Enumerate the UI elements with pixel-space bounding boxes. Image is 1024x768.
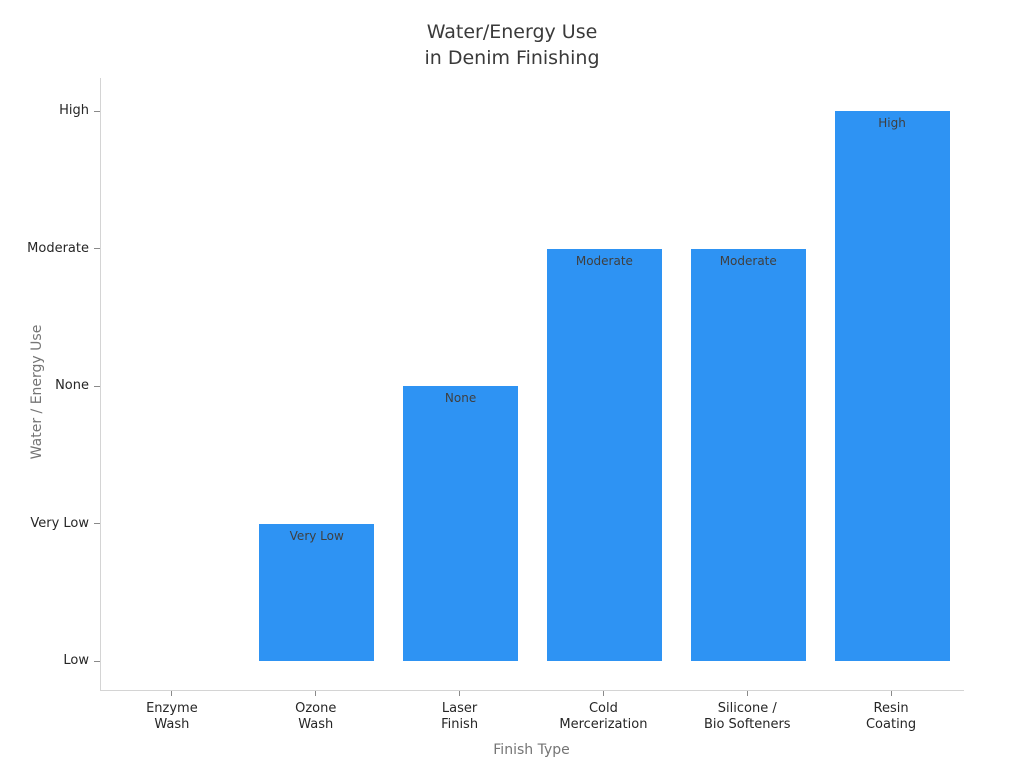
y-tick-label: Very Low	[30, 515, 89, 531]
y-tick-label: Low	[63, 653, 89, 669]
x-tick-label: Enzyme Wash	[146, 701, 198, 732]
x-tick-label: Laser Finish	[441, 701, 479, 732]
x-tick-label: Ozone Wash	[295, 701, 337, 732]
y-tick-label: None	[55, 378, 89, 394]
bar	[259, 523, 375, 662]
x-tick-mark	[890, 691, 892, 696]
y-tick-mark	[94, 110, 100, 112]
x-tick-label: Silicone / Bio Softeners	[703, 701, 791, 732]
bar	[546, 248, 662, 662]
x-axis-title: Finish Type	[493, 742, 570, 758]
y-tick-label: Moderate	[27, 240, 89, 256]
y-tick-mark	[94, 248, 100, 250]
x-tick-mark	[171, 691, 173, 696]
y-tick-label: High	[59, 103, 89, 118]
chart-title: Water/Energy Use in Denim Finishing	[424, 21, 600, 69]
x-tick-label: Cold Mercerization	[559, 701, 648, 732]
bar	[403, 386, 519, 662]
x-tick-mark	[746, 691, 748, 696]
x-tick-mark	[602, 691, 604, 696]
bar	[834, 111, 950, 662]
x-tick-label: Resin Coating	[865, 701, 917, 732]
bar	[690, 248, 806, 662]
y-tick-mark	[94, 385, 100, 387]
x-tick-mark	[459, 691, 461, 696]
y-tick-mark	[94, 660, 100, 662]
y-tick-mark	[94, 523, 100, 525]
plot-area: Very Low None Moderate Moderate High	[100, 78, 964, 691]
x-tick-mark	[315, 691, 317, 696]
